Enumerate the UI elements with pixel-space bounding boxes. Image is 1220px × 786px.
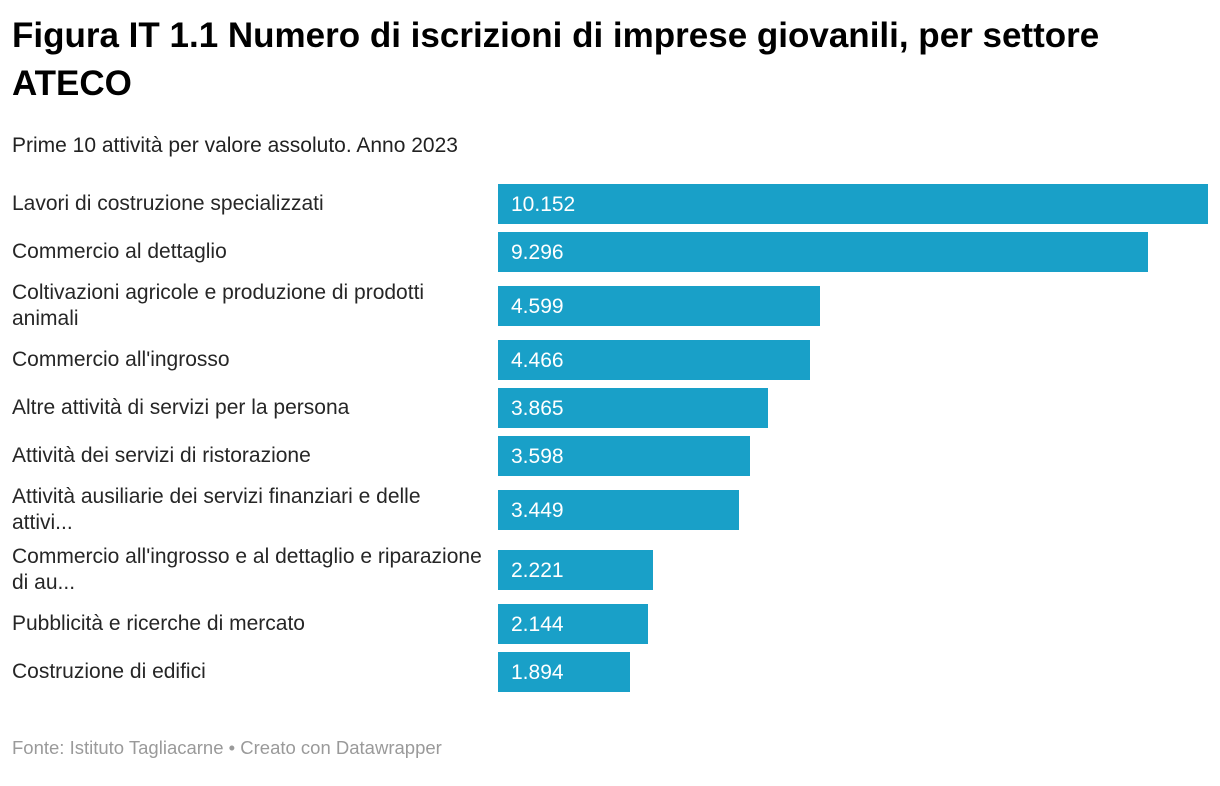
bar-row: Commercio all'ingrosso e al dettaglio e …	[12, 540, 1208, 600]
chart-subtitle: Prime 10 attività per valore assoluto. A…	[12, 134, 458, 157]
bar-track: 3.449	[498, 490, 1208, 530]
bar: 10.152	[498, 184, 1208, 224]
bar-value-label: 3.449	[511, 498, 564, 522]
bar: 4.466	[498, 340, 811, 380]
bar: 3.598	[498, 436, 750, 476]
bar-rows: Lavori di costruzione specializzati 10.1…	[12, 180, 1208, 696]
category-label: Coltivazioni agricole e produzione di pr…	[12, 281, 425, 330]
bar-row: Costruzione di edifici 1.894	[12, 648, 1208, 696]
bar: 2.221	[498, 550, 654, 590]
category-label: Attività dei servizi di ristorazione	[12, 444, 311, 467]
bar-track: 9.296	[498, 232, 1208, 272]
bar-value-label: 4.466	[511, 348, 564, 372]
bar-value-label: 3.865	[511, 396, 564, 420]
category-label: Costruzione di edifici	[12, 660, 206, 683]
bar-value-label: 1.894	[511, 660, 564, 684]
bar-value-label: 2.144	[511, 612, 564, 636]
bar-value-label: 10.152	[511, 192, 576, 216]
bar-row: Commercio all'ingrosso 4.466	[12, 336, 1208, 384]
bar-row: Attività ausiliarie dei servizi finanzia…	[12, 480, 1208, 540]
category-label: Commercio all'ingrosso e al dettaglio e …	[12, 545, 482, 594]
bar-row: Attività dei servizi di ristorazione 3.5…	[12, 432, 1208, 480]
bar-row: Pubblicità e ricerche di mercato 2.144	[12, 600, 1208, 648]
bar-track: 2.221	[498, 550, 1208, 590]
category-label: Commercio all'ingrosso	[12, 348, 230, 371]
bar-value-label: 3.598	[511, 444, 564, 468]
bar-track: 4.466	[498, 340, 1208, 380]
bar-track: 1.894	[498, 652, 1208, 692]
bar: 3.865	[498, 388, 769, 428]
bar: 4.599	[498, 286, 820, 326]
bar-value-label: 4.599	[511, 294, 564, 318]
bar-value-label: 9.296	[511, 240, 564, 264]
bar-track: 3.865	[498, 388, 1208, 428]
bar-track: 10.152	[498, 184, 1208, 224]
bar-value-label: 2.221	[511, 558, 564, 582]
category-label: Altre attività di servizi per la persona	[12, 396, 350, 419]
bar-row: Coltivazioni agricole e produzione di pr…	[12, 276, 1208, 336]
bar: 1.894	[498, 652, 631, 692]
bar: 2.144	[498, 604, 648, 644]
category-label: Lavori di costruzione specializzati	[12, 192, 324, 215]
bar-row: Lavori di costruzione specializzati 10.1…	[12, 180, 1208, 228]
bar-row: Altre attività di servizi per la persona…	[12, 384, 1208, 432]
category-label: Commercio al dettaglio	[12, 240, 227, 263]
category-label: Pubblicità e ricerche di mercato	[12, 612, 305, 635]
chart-footer: Fonte: Istituto Tagliacarne • Creato con…	[12, 737, 442, 758]
chart-title: Figura IT 1.1 Numero di iscrizioni di im…	[12, 16, 1100, 103]
bar: 9.296	[498, 232, 1149, 272]
bar-track: 3.598	[498, 436, 1208, 476]
bar: 3.449	[498, 490, 740, 530]
category-label: Attività ausiliarie dei servizi finanzia…	[12, 485, 421, 534]
bar-track: 2.144	[498, 604, 1208, 644]
bar-row: Commercio al dettaglio 9.296	[12, 228, 1208, 276]
bar-track: 4.599	[498, 286, 1208, 326]
